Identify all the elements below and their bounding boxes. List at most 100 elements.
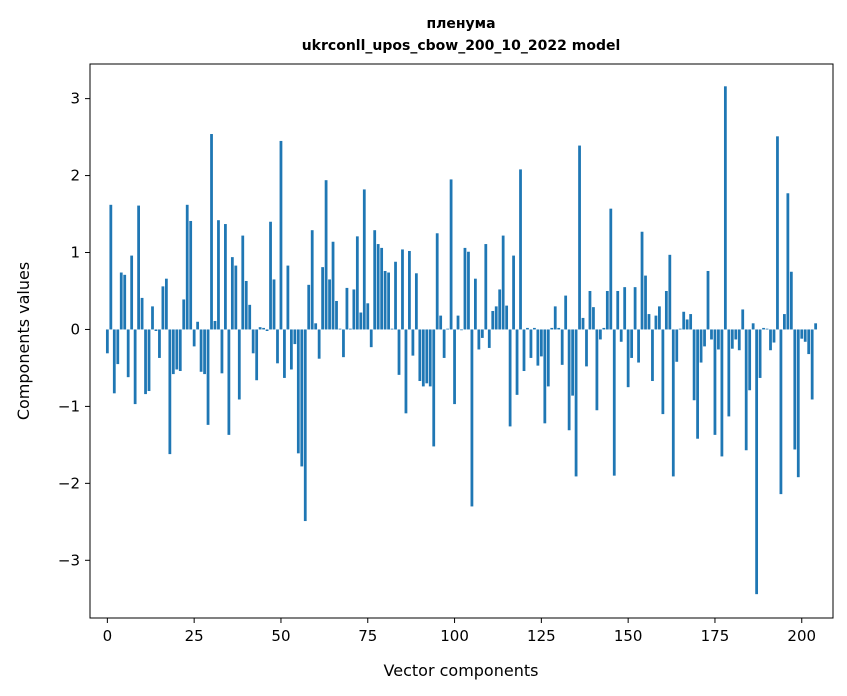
x-axis-ticks: 0 25 50 75 100 125 150 175 200 bbox=[103, 618, 816, 645]
bar-139 bbox=[588, 290, 592, 330]
bar-203 bbox=[810, 329, 814, 400]
bar-87 bbox=[408, 250, 411, 330]
bar-23 bbox=[185, 204, 189, 330]
bar-3 bbox=[116, 329, 120, 365]
bar-60 bbox=[314, 323, 318, 330]
x-tick-label: 25 bbox=[185, 627, 204, 645]
bar-103 bbox=[463, 247, 467, 330]
bar-133 bbox=[567, 329, 571, 431]
bar-111 bbox=[491, 310, 495, 330]
bar-61 bbox=[317, 329, 321, 359]
bar-189 bbox=[762, 327, 765, 330]
bar-146 bbox=[612, 329, 616, 476]
bar-8 bbox=[133, 329, 137, 405]
bar-106 bbox=[474, 278, 477, 330]
bar-181 bbox=[734, 329, 738, 340]
bar-24 bbox=[189, 220, 193, 330]
bar-29 bbox=[206, 329, 210, 425]
bar-132 bbox=[564, 295, 568, 330]
bar-85 bbox=[401, 249, 404, 330]
bar-82 bbox=[390, 328, 394, 330]
bar-198 bbox=[793, 329, 797, 450]
bar-153 bbox=[637, 329, 640, 363]
y-tick-label: 1 bbox=[70, 244, 80, 262]
y-tick-label: −1 bbox=[58, 397, 80, 415]
bar-33 bbox=[220, 329, 224, 374]
bar-18 bbox=[168, 329, 172, 455]
y-axis-ticks: −3 −2 −1 0 1 2 3 bbox=[58, 90, 90, 569]
bar-109 bbox=[484, 244, 488, 330]
bar-44 bbox=[258, 327, 262, 330]
bar-54 bbox=[293, 329, 297, 345]
bar-113 bbox=[498, 289, 502, 330]
bar-13 bbox=[151, 306, 154, 330]
bar-12 bbox=[147, 329, 151, 392]
bar-145 bbox=[609, 208, 613, 330]
bar-35 bbox=[227, 329, 231, 435]
bar-140 bbox=[592, 307, 595, 330]
x-tick-label: 125 bbox=[527, 627, 556, 645]
bar-149 bbox=[623, 287, 627, 330]
bar-187 bbox=[755, 329, 759, 595]
bar-40 bbox=[244, 280, 248, 330]
bar-171 bbox=[699, 329, 703, 363]
bar-59 bbox=[310, 230, 314, 330]
bar-138 bbox=[585, 329, 588, 367]
bar-126 bbox=[543, 329, 547, 424]
bar-114 bbox=[501, 235, 505, 330]
bar-172 bbox=[703, 329, 706, 347]
bar-167 bbox=[685, 319, 689, 330]
x-tick-label: 100 bbox=[440, 627, 469, 645]
bar-125 bbox=[539, 329, 543, 357]
bar-134 bbox=[571, 329, 574, 396]
bar-99 bbox=[449, 179, 453, 330]
bar-0 bbox=[105, 329, 109, 354]
bar-84 bbox=[397, 329, 401, 375]
bar-199 bbox=[796, 329, 800, 478]
bar-63 bbox=[324, 180, 328, 330]
bar-194 bbox=[779, 329, 783, 495]
y-tick-label: 3 bbox=[70, 90, 80, 108]
bar-127 bbox=[546, 329, 550, 387]
bar-141 bbox=[595, 329, 599, 411]
bar-46 bbox=[265, 329, 269, 331]
bar-179 bbox=[727, 329, 731, 417]
bar-151 bbox=[630, 329, 634, 358]
bar-91 bbox=[421, 329, 425, 387]
bar-31 bbox=[213, 320, 217, 330]
bar-170 bbox=[696, 329, 699, 439]
bar-16 bbox=[161, 286, 165, 330]
bar-129 bbox=[553, 306, 557, 330]
bar-195 bbox=[783, 314, 786, 330]
x-tick-label: 150 bbox=[614, 627, 643, 645]
bar-104 bbox=[467, 251, 470, 330]
bar-156 bbox=[647, 314, 651, 330]
bar-28 bbox=[203, 329, 206, 375]
bar-177 bbox=[720, 329, 724, 457]
bar-1 bbox=[109, 204, 113, 330]
bar-100 bbox=[453, 329, 456, 405]
bar-175 bbox=[713, 329, 717, 435]
bar-45 bbox=[262, 327, 265, 330]
bar-73 bbox=[359, 312, 363, 330]
bar-108 bbox=[480, 329, 484, 338]
bar-152 bbox=[633, 287, 637, 330]
bar-57 bbox=[303, 329, 307, 522]
bar-34 bbox=[224, 224, 227, 330]
bar-93 bbox=[428, 329, 432, 387]
bar-89 bbox=[414, 273, 418, 330]
bar-78 bbox=[376, 244, 380, 330]
bar-163 bbox=[671, 329, 675, 477]
bar-120 bbox=[522, 329, 526, 372]
bar-70 bbox=[349, 328, 352, 330]
bar-17 bbox=[164, 278, 168, 330]
bar-186 bbox=[751, 323, 755, 330]
bar-192 bbox=[772, 329, 776, 343]
bar-184 bbox=[744, 329, 748, 451]
bar-150 bbox=[626, 329, 630, 388]
bar-173 bbox=[706, 270, 710, 330]
bar-107 bbox=[477, 329, 481, 350]
y-tick-label: −3 bbox=[58, 551, 80, 569]
x-tick-label: 200 bbox=[787, 627, 816, 645]
bar-182 bbox=[737, 329, 741, 351]
